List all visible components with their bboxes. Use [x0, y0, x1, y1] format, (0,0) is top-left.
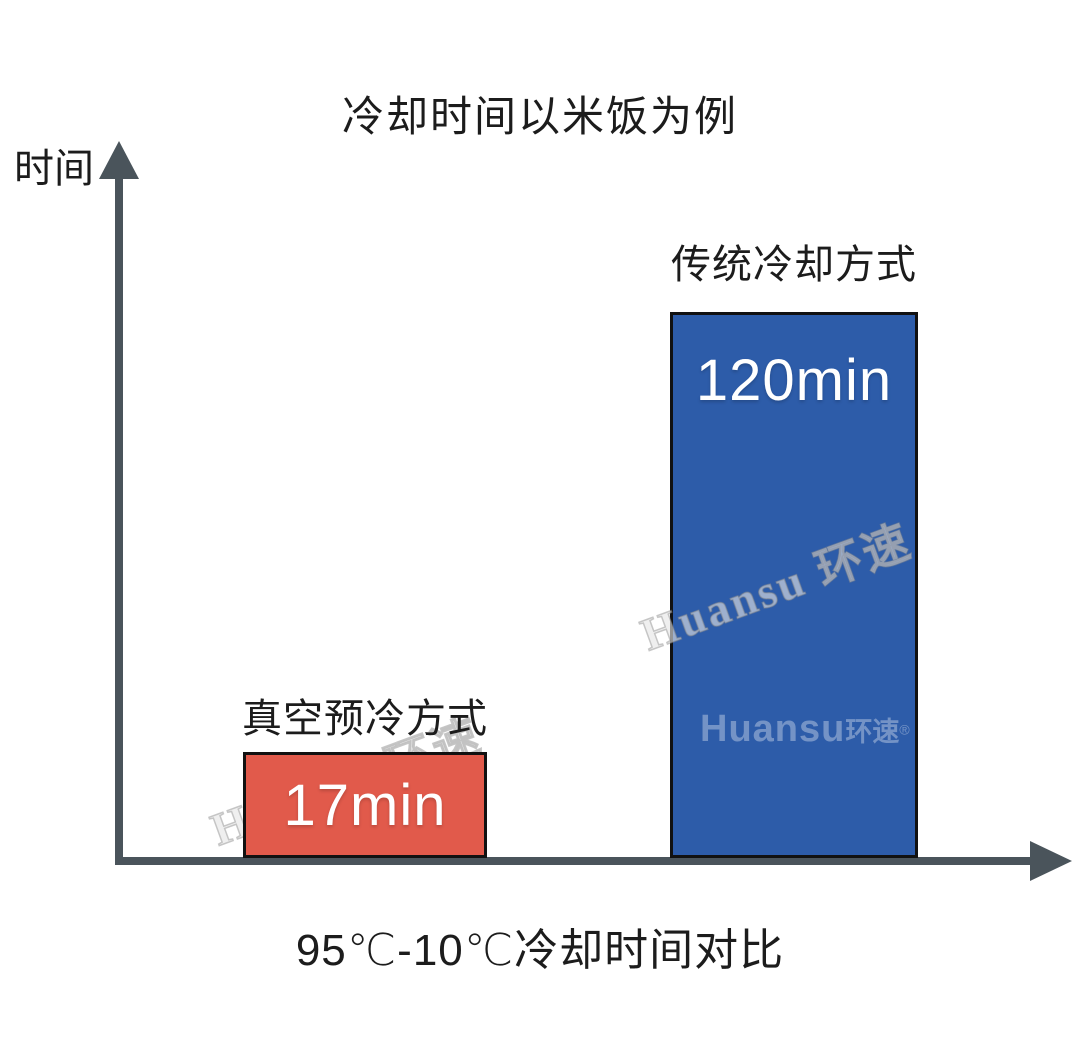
chart-title: 冷却时间以米饭为例 — [341, 93, 738, 140]
bar-vacuum: 17min — [243, 752, 487, 858]
x-axis-arrow-icon — [1030, 841, 1072, 881]
y-axis-line — [115, 172, 123, 865]
x-axis-line — [115, 857, 1032, 865]
bar-traditional: 120min — [670, 312, 918, 858]
x-axis-label: 95℃-10℃冷却时间对比 — [295, 926, 785, 975]
bar-label-vacuum: 真空预冷方式 — [242, 697, 488, 741]
y-axis-label: 时间 — [14, 147, 94, 191]
bar-value-vacuum: 17min — [283, 772, 447, 838]
bar-value-traditional: 120min — [695, 348, 893, 413]
bar-label-traditional: 传统冷却方式 — [671, 243, 917, 287]
